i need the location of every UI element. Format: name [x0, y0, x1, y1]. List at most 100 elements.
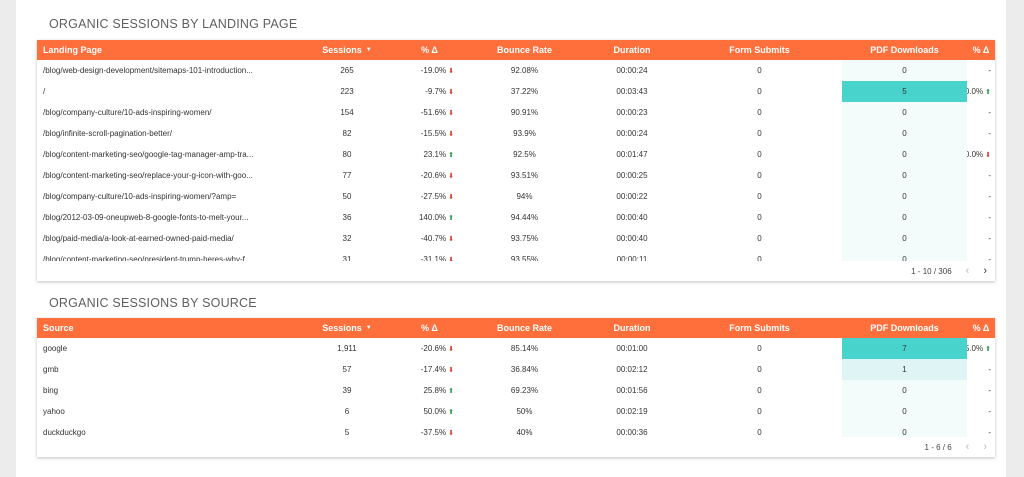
pdf-downloads-value: 7	[842, 338, 967, 359]
arrow-up-icon: ⬆	[448, 151, 454, 159]
row-label[interactable]: /blog/content-marketing-seo/president-tr…	[43, 255, 252, 261]
delta-value: -37.5%	[420, 428, 447, 437]
bounce-rate-value: 69.23%	[510, 386, 539, 395]
header-pdf-delta[interactable]: % Δ	[972, 45, 990, 55]
pdf-downloads-value: 0	[842, 380, 967, 401]
pdf-delta: -	[967, 123, 995, 144]
row-label[interactable]: /blog/paid-media/a-look-at-earned-owned-…	[43, 234, 234, 243]
header-sessions-delta[interactable]: % Δ	[421, 323, 438, 333]
table-row[interactable]: /blog/infinite-scroll-pagination-better/…	[37, 123, 995, 144]
bounce-rate-value: 92.08%	[510, 66, 539, 75]
report-canvas: ORGANIC SESSIONS BY LANDING PAGE Landing…	[16, 0, 1006, 477]
row-label[interactable]: bing	[43, 386, 59, 395]
pdf-delta: 75.0%⬆	[967, 338, 995, 359]
sessions-value: 39	[342, 386, 352, 395]
row-label[interactable]: google	[43, 344, 68, 353]
sessions-value: 82	[342, 129, 352, 138]
arrow-down-icon: ⬇	[448, 109, 454, 117]
row-label[interactable]: /blog/infinite-scroll-pagination-better/	[43, 129, 172, 138]
table-row[interactable]: gmb 57 -17.4% ⬇ 36.84% 00:02:12 0 1 -	[37, 359, 995, 380]
next-page-icon[interactable]: ›	[983, 441, 987, 453]
duration-value: 00:02:19	[616, 407, 648, 416]
header-sessions-delta[interactable]: % Δ	[421, 45, 438, 55]
header-pdf-delta[interactable]: % Δ	[972, 323, 990, 333]
form-submits-value: 0	[757, 129, 762, 138]
prev-page-icon[interactable]: ‹	[965, 265, 970, 277]
table-row[interactable]: /blog/paid-media/a-look-at-earned-owned-…	[37, 228, 995, 249]
sessions-value: 50	[342, 192, 352, 201]
header-sessions[interactable]: Sessions ▼	[322, 45, 372, 55]
table-row[interactable]: google 1,911 -20.6%⬇ 85.14% 00:01:00 0 775.0%⬆	[37, 338, 995, 359]
duration-value: 00:01:00	[616, 344, 648, 353]
pdf-delta: -	[967, 60, 995, 81]
row-label[interactable]: /blog/2012-03-09-oneupweb-8-google-fonts…	[43, 213, 249, 222]
header-form-submits[interactable]: Form Submits	[729, 45, 790, 55]
landing-section-title: ORGANIC SESSIONS BY LANDING PAGE	[49, 17, 298, 31]
source-section-title: ORGANIC SESSIONS BY SOURCE	[49, 296, 257, 310]
sessions-delta: 23.1% ⬆	[397, 144, 462, 165]
sessions-delta: -31.1% ⬇	[397, 249, 462, 261]
delta-value: -31.1%	[420, 255, 447, 261]
table-row[interactable]: /blog/content-marketing-seo/replace-your…	[37, 165, 995, 186]
row-label[interactable]: /blog/content-marketing-seo/replace-your…	[43, 171, 253, 180]
table-row[interactable]: bing 39 25.8% ⬆ 69.23% 00:01:56 0 0 -	[37, 380, 995, 401]
table-row[interactable]: /blog/content-marketing-seo/google-tag-m…	[37, 144, 995, 165]
header-landing-page[interactable]: Landing Page	[43, 45, 103, 55]
form-submits-value: 0	[757, 213, 762, 222]
row-label[interactable]: /blog/content-marketing-seo/google-tag-m…	[43, 150, 254, 159]
table-row[interactable]: / 223 -9.7%⬇ 37.22% 00:03:43 0 5150.0%⬆	[37, 81, 995, 102]
table-body: /blog/web-design-development/sitemaps-10…	[37, 60, 995, 261]
pdf-delta: -100.0%⬇	[967, 144, 995, 165]
row-label[interactable]: /blog/company-culture/10-ads-inspiring-w…	[43, 192, 237, 201]
row-label[interactable]: duckduckgo	[43, 428, 86, 437]
next-page-icon[interactable]: ›	[983, 265, 987, 277]
delta-value: -20.6%	[420, 171, 447, 180]
header-duration[interactable]: Duration	[613, 45, 651, 55]
delta-value: -	[988, 428, 991, 437]
header-form-submits[interactable]: Form Submits	[729, 323, 790, 333]
row-label[interactable]: /blog/web-design-development/sitemaps-10…	[43, 66, 253, 75]
pagination: 1 - 10 / 306 ‹ ›	[37, 261, 995, 281]
header-source[interactable]: Source	[43, 323, 74, 333]
form-submits-value: 0	[757, 428, 762, 437]
header-pdf-downloads[interactable]: PDF Downloads	[870, 323, 939, 333]
bounce-rate-value: 94%	[516, 192, 533, 201]
delta-value: 140.0%	[418, 213, 447, 222]
table-row[interactable]: /blog/company-culture/10-ads-inspiring-w…	[37, 102, 995, 123]
duration-value: 00:00:40	[616, 234, 648, 243]
delta-value: 50.0%	[423, 407, 447, 416]
form-submits-value: 0	[757, 255, 762, 261]
table-row[interactable]: /blog/company-culture/10-ads-inspiring-w…	[37, 186, 995, 207]
delta-value: -	[988, 213, 991, 222]
pdf-delta: -	[967, 102, 995, 123]
row-label[interactable]: /blog/company-culture/10-ads-inspiring-w…	[43, 108, 212, 117]
pdf-downloads-value: 0	[842, 165, 967, 186]
duration-value: 00:00:23	[616, 108, 648, 117]
sessions-delta: -27.5% ⬇	[397, 186, 462, 207]
row-label[interactable]: gmb	[43, 365, 59, 374]
header-sessions[interactable]: Sessions ▼	[322, 323, 372, 333]
table-row[interactable]: yahoo 6 50.0% ⬆ 50% 00:02:19 0 0 -	[37, 401, 995, 422]
row-label[interactable]: yahoo	[43, 407, 65, 416]
delta-value: -	[988, 386, 991, 395]
table-row[interactable]: /blog/2012-03-09-oneupweb-8-google-fonts…	[37, 207, 995, 228]
table-row[interactable]: /blog/web-design-development/sitemaps-10…	[37, 60, 995, 81]
arrow-down-icon: ⬇	[448, 67, 454, 75]
duration-value: 00:00:36	[616, 428, 648, 437]
header-bounce-rate[interactable]: Bounce Rate	[496, 323, 552, 333]
header-bounce-rate[interactable]: Bounce Rate	[496, 45, 552, 55]
pdf-downloads-value: 5	[842, 81, 967, 102]
arrow-up-icon: ⬆	[985, 345, 991, 353]
delta-value: -	[988, 407, 991, 416]
table-row[interactable]: /blog/content-marketing-seo/president-tr…	[37, 249, 995, 261]
sessions-value: 223	[340, 87, 354, 96]
delta-value: -	[988, 365, 991, 374]
arrow-down-icon: ⬇	[448, 429, 454, 437]
pdf-delta: -	[967, 207, 995, 228]
prev-page-icon[interactable]: ‹	[965, 441, 970, 453]
form-submits-value: 0	[757, 407, 762, 416]
header-pdf-downloads[interactable]: PDF Downloads	[870, 45, 939, 55]
delta-value: -17.4%	[420, 365, 447, 374]
header-duration[interactable]: Duration	[613, 323, 651, 333]
row-label[interactable]: /	[43, 87, 46, 96]
